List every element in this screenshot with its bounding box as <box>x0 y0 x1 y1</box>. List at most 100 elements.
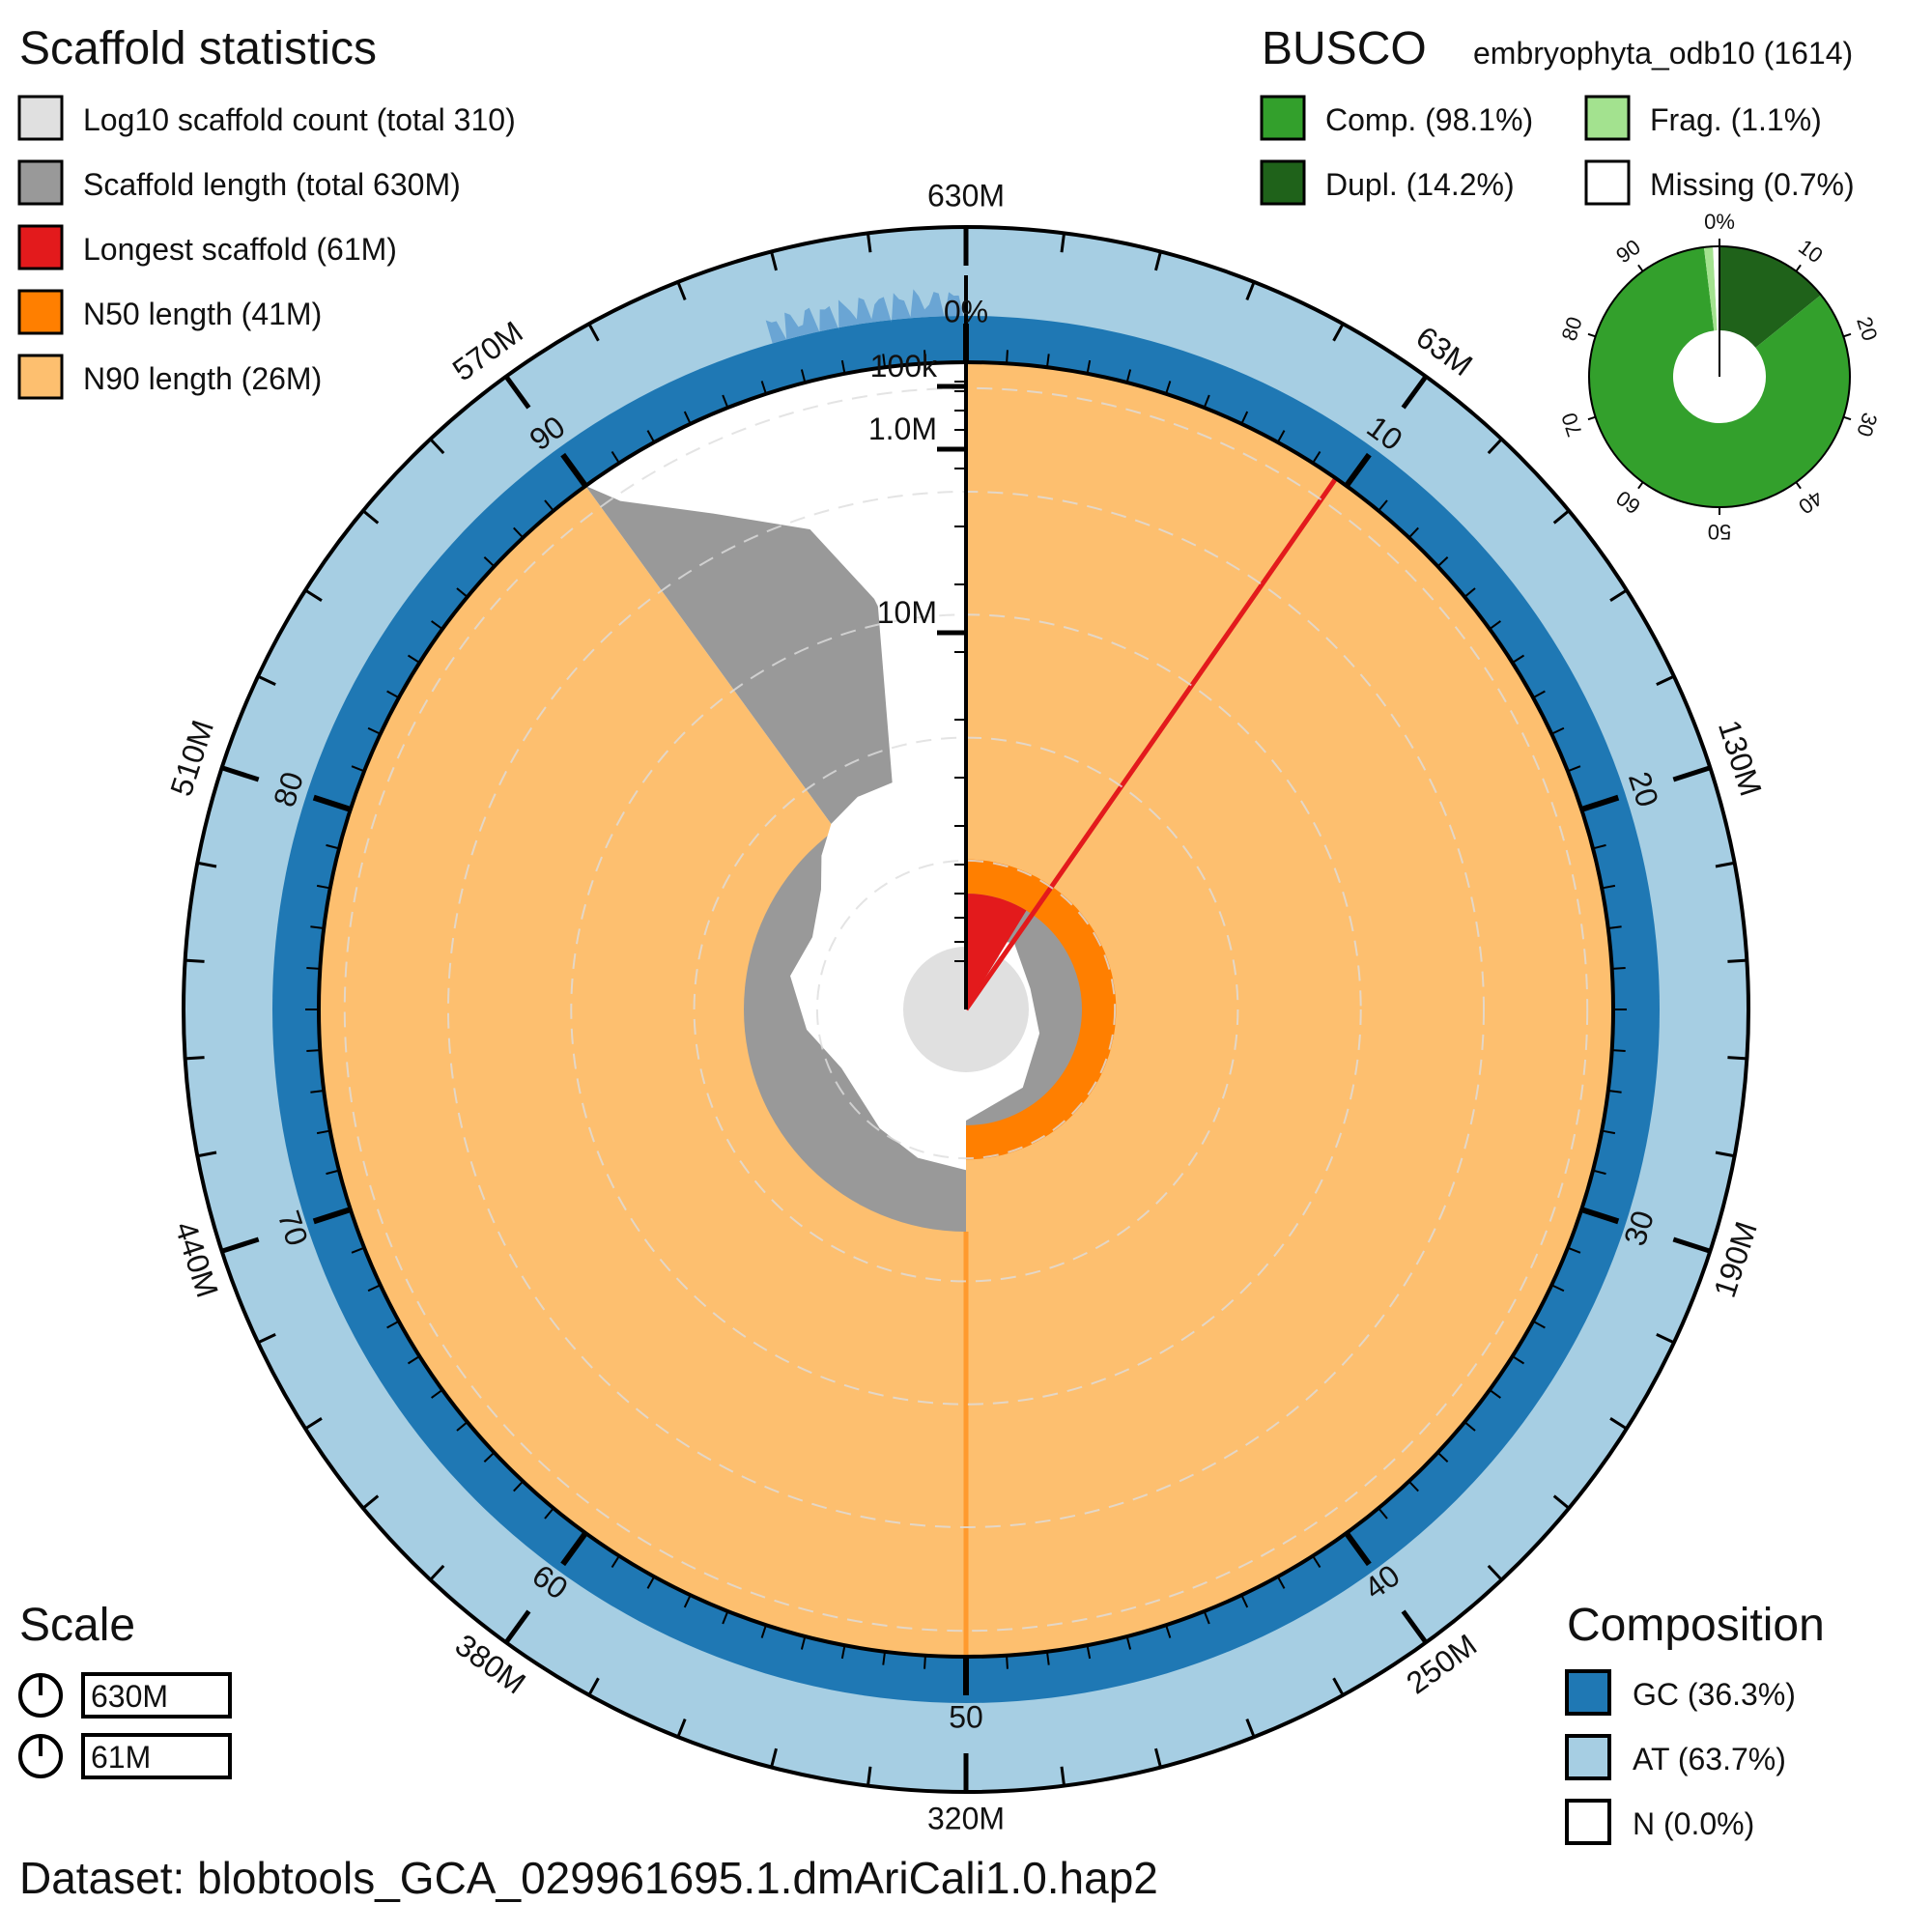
scaffold-legend-swatch-2 <box>17 224 64 270</box>
scale-title: Scale <box>19 1600 135 1651</box>
pct-tick-13 <box>1436 556 1449 568</box>
outer-tick-7 <box>1552 509 1571 525</box>
busco-legend-swatch-2 <box>1260 159 1306 206</box>
outer-tick-14 <box>1715 1151 1735 1158</box>
pct-tick-41 <box>1312 1555 1321 1569</box>
pct-tick-42 <box>1276 1576 1286 1589</box>
pct-tick-12 <box>1407 526 1419 539</box>
busco-legend-label-2: Dupl. (14.2%) <box>1325 167 1515 202</box>
busco-legend-swatch-0 <box>1260 95 1306 141</box>
pct-tick-77 <box>310 925 325 930</box>
pct-tick-43 <box>1240 1594 1249 1608</box>
outer-tick-6 <box>1487 438 1503 455</box>
outer-tick-46 <box>587 323 600 342</box>
busco-legend-label-3: Missing (0.7%) <box>1650 167 1855 202</box>
scaffold-statistics-title: Scaffold statistics <box>19 23 377 74</box>
pct-tick-34 <box>1512 1355 1525 1365</box>
outer-tick-label-2: 130M <box>1712 716 1769 800</box>
composition-swatch-1 <box>1565 1734 1611 1780</box>
outer-tick-44 <box>429 438 445 455</box>
pct-tick-11 <box>1378 499 1388 512</box>
pct-tick-56 <box>722 1610 729 1625</box>
scaffold-legend-label-1: Scaffold length (total 630M) <box>83 167 461 202</box>
outer-tick-38 <box>185 958 205 963</box>
outer-tick-4 <box>1332 323 1345 342</box>
outer-tick-29 <box>587 1677 600 1696</box>
busco-tick-label-6: 60 <box>1611 486 1645 520</box>
scale-box-1 <box>81 1733 232 1779</box>
outer-tick-13 <box>1727 1056 1747 1061</box>
pct-tick-21 <box>1592 843 1606 850</box>
pct-tick-64 <box>456 1421 469 1432</box>
scaffold-legend-label-3: N50 length (41M) <box>83 297 322 331</box>
pct-tick-66 <box>407 1355 420 1365</box>
pct-tick-4 <box>1125 369 1132 384</box>
busco-tick-2 <box>1843 332 1852 338</box>
pct-tick-16 <box>1512 654 1525 664</box>
pct-tick-68 <box>367 1284 382 1293</box>
pct-tick-78 <box>316 884 331 890</box>
pct-tick-90 <box>560 452 588 488</box>
pct-tick-53 <box>840 1644 846 1660</box>
pct-tick-31 <box>1567 1246 1581 1254</box>
pct-tick-35 <box>1489 1389 1501 1399</box>
pct-tick-72 <box>316 1129 331 1135</box>
pct-tick-51 <box>923 1655 926 1669</box>
busco-tick-label-1: 10 <box>1794 235 1828 269</box>
longest-scaffold-sector <box>966 894 1027 1009</box>
busco-legend-swatch-3 <box>1584 159 1631 206</box>
scaffold-legend-swatch-4 <box>17 354 64 400</box>
pct-tick-54 <box>800 1635 807 1650</box>
outer-tick-47 <box>676 281 687 301</box>
scaffold-legend-swatch-3 <box>17 289 64 335</box>
pct-tick-7 <box>1240 411 1249 425</box>
pct-tick-2 <box>1045 354 1050 368</box>
pct-tick-89 <box>544 499 554 512</box>
pct-tick-98 <box>882 354 887 368</box>
composition-label-2: N (0.0%) <box>1633 1806 1754 1841</box>
pct-tick-19 <box>1567 765 1581 773</box>
pct-tick-23 <box>1607 925 1622 930</box>
outer-tick-3 <box>1245 281 1256 301</box>
outer-tick-41 <box>257 674 276 686</box>
pct-tick-48 <box>1045 1651 1050 1665</box>
pct-tick-60 <box>560 1531 588 1567</box>
pct-tick-5 <box>1165 381 1172 395</box>
pct-tick-91 <box>611 450 620 464</box>
outer-tick-34 <box>257 1333 276 1345</box>
outer-tick-5 <box>1401 375 1429 410</box>
outer-tick-31 <box>429 1564 445 1581</box>
pct-tick-96 <box>800 369 807 384</box>
outer-tick-43 <box>361 509 380 525</box>
scale-label-1: 61M <box>91 1740 151 1775</box>
busco-tick-label-3: 30 <box>1852 410 1882 440</box>
composition-legend: GC (36.3%) AT (63.7%) N (0.0%) <box>1565 1669 1796 1845</box>
pct-tick-73 <box>310 1089 325 1094</box>
composition-title: Composition <box>1567 1600 1825 1651</box>
outer-tick-2 <box>1154 251 1162 271</box>
pct-tick-8 <box>1276 430 1286 443</box>
pct-tick-45 <box>1165 1624 1172 1638</box>
outer-tick-49 <box>866 233 872 253</box>
outer-tick-36 <box>197 1151 217 1158</box>
outer-tick-8 <box>1609 588 1628 602</box>
outer-tick-15 <box>1672 1236 1712 1254</box>
busco-complete-arc <box>1588 246 1850 507</box>
outer-tick-18 <box>1552 1494 1571 1510</box>
busco-tick-1 <box>1795 264 1802 272</box>
outer-tick-22 <box>1245 1718 1256 1738</box>
outer-tick-9 <box>1656 674 1675 686</box>
pct-tick-84 <box>407 654 420 664</box>
outer-tick-20 <box>1401 1609 1429 1644</box>
busco-title: BUSCO <box>1262 23 1427 74</box>
gridline-0 <box>815 859 1117 1160</box>
outer-tick-42 <box>304 588 323 602</box>
pct-tick-92 <box>646 430 656 443</box>
pct-tick-49 <box>1006 1655 1009 1669</box>
busco-missing-arc <box>1713 246 1719 331</box>
outer-tick-48 <box>770 251 778 271</box>
outer-tick-37 <box>185 1056 205 1061</box>
pct-tick-65 <box>431 1389 443 1399</box>
outer-tick-23 <box>1154 1747 1162 1768</box>
scale-label-0: 630M <box>91 1679 168 1714</box>
